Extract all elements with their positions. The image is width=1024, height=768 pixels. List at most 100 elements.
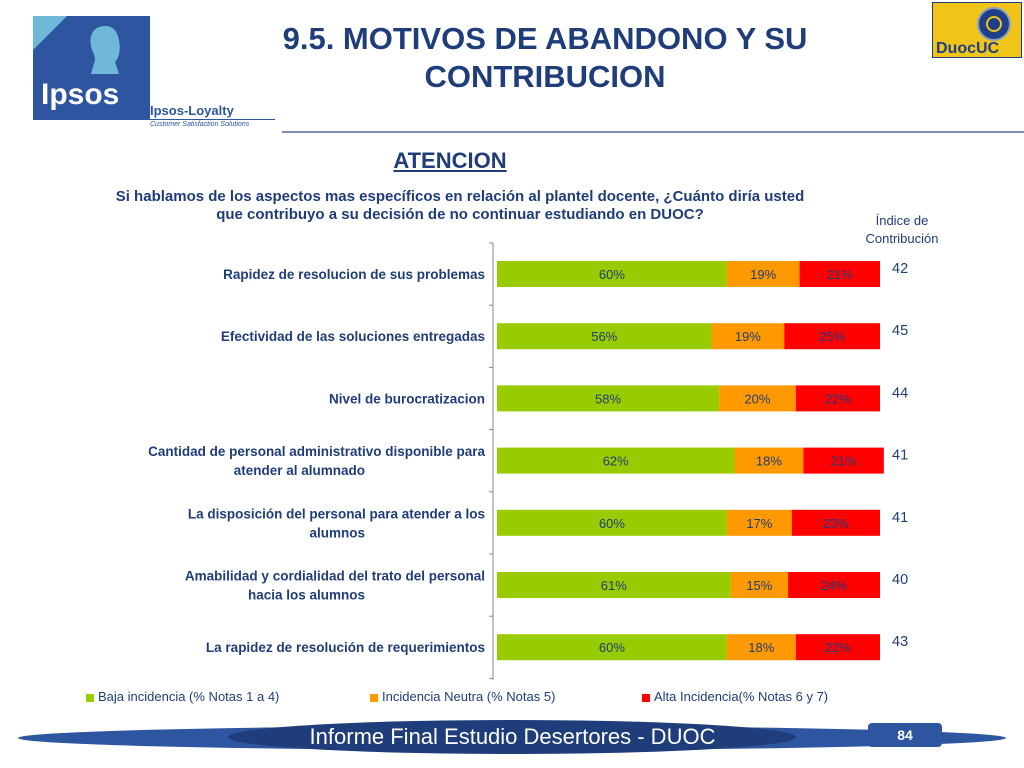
index-header: Índice de Contribución	[852, 212, 952, 248]
loyalty-name: Ipsos-Loyalty	[150, 103, 234, 118]
data-label: 22%	[825, 640, 851, 655]
contribution-index-value: 44	[892, 385, 908, 401]
bar-segment	[497, 385, 720, 412]
data-label: 19%	[735, 329, 761, 344]
category-label: Efectividad de las soluciones entregadas	[221, 329, 485, 344]
data-label: 60%	[599, 640, 625, 655]
question-line-1: Si hablamos de los aspectos mas específi…	[115, 188, 805, 205]
legend-swatch	[642, 693, 650, 702]
title-line-1: 9.5. MOTIVOS DE ABANDONO Y SU	[282, 21, 808, 56]
index-header-line-1: Índice de	[875, 213, 929, 228]
footer-pill	[228, 720, 796, 754]
duoc-logo: DuocUC	[932, 2, 1022, 58]
logo-corner	[33, 16, 67, 50]
data-label: 25%	[819, 329, 845, 344]
bar-segment	[799, 261, 880, 287]
data-label: 24%	[821, 578, 847, 593]
category-label: La disposición del personal para atender…	[188, 506, 485, 540]
bar-segment	[788, 572, 880, 598]
category-label-line: Cantidad de personal administrativo disp…	[148, 444, 485, 459]
data-label: 17%	[746, 516, 772, 531]
data-label: 61%	[601, 578, 627, 593]
bar-segment	[803, 447, 884, 474]
bar-segment	[497, 572, 731, 598]
data-label: 60%	[599, 516, 625, 531]
page-title: 9.5. MOTIVOS DE ABANDONO Y SU CONTRIBUCI…	[220, 20, 870, 96]
bar-segment	[726, 509, 792, 536]
category-label-line: Rapidez de resolucion de sus problemas	[223, 267, 485, 282]
legend-item-high: Alta Incidencia(% Notas 6 y 7)	[642, 689, 828, 704]
legend-item-neutral: Incidencia Neutra (% Notas 5)	[370, 689, 555, 704]
legend-label: Alta Incidencia(% Notas 6 y 7)	[654, 689, 829, 704]
data-label: 21%	[827, 267, 853, 282]
page-number: 84	[868, 723, 942, 747]
category-label-line: La rapidez de resolución de requerimient…	[206, 640, 485, 655]
category-label-line: Nivel de burocratizacion	[329, 391, 485, 406]
legend-swatch	[86, 693, 94, 702]
survey-question: Si hablamos de los aspectos mas específi…	[40, 188, 880, 224]
data-label: 60%	[599, 267, 625, 282]
category-label-line: alumnos	[309, 525, 365, 540]
footer-text: Informe Final Estudio Desertores - DUOC	[309, 724, 716, 749]
legend-label: Incidencia Neutra (% Notas 5)	[382, 689, 556, 704]
legend-label: Baja incidencia (% Notas 1 a 4)	[98, 689, 280, 704]
data-label: 19%	[750, 267, 776, 282]
category-label-line: hacia los alumnos	[248, 588, 365, 603]
bar-segment	[497, 261, 727, 287]
ipsos-wordmark: Ipsos	[41, 78, 120, 111]
category-label: Amabilidad y cordialidad del trato del p…	[185, 569, 485, 603]
data-label: 20%	[744, 391, 770, 406]
loyalty-logo: Ipsos-Loyalty Customer Satisfaction Solu…	[150, 104, 275, 128]
category-label-line: Efectividad de las soluciones entregadas	[221, 329, 485, 344]
data-label: 22%	[825, 391, 851, 406]
footer: Informe Final Estudio Desertores - DUOC …	[0, 716, 1024, 754]
contribution-index-value: 42	[892, 261, 908, 277]
contribution-index-value: 41	[892, 448, 908, 464]
category-label-line: La disposición del personal para atender…	[188, 506, 485, 521]
data-label: 23%	[823, 516, 849, 531]
bar-segment	[726, 261, 800, 287]
ipsos-logo: Ipsos	[33, 16, 150, 120]
shield-icon	[977, 7, 1011, 41]
bar-segment	[497, 447, 735, 474]
bar-segment	[497, 509, 727, 536]
category-label-line: atender al alumnado	[234, 463, 365, 478]
section-subtitle: ATENCION	[393, 148, 507, 173]
bar-segment	[719, 385, 796, 412]
data-label: 18%	[748, 640, 774, 655]
bar-segment	[730, 572, 789, 598]
bar-segment	[795, 385, 880, 412]
legend-swatch	[370, 693, 378, 702]
index-header-line-2: Contribución	[865, 231, 939, 246]
header-divider	[282, 131, 1024, 133]
contribution-index-value: 40	[892, 572, 908, 588]
contribution-index-value: 45	[892, 323, 908, 339]
category-label-line: Amabilidad y cordialidad del trato del p…	[185, 569, 485, 584]
data-label: 21%	[831, 454, 857, 469]
duoc-wordmark: DuocUC	[936, 40, 1000, 57]
data-label: 62%	[603, 454, 629, 469]
bar-segment	[711, 323, 785, 350]
loyalty-tagline: Customer Satisfaction Solutions	[150, 119, 275, 128]
bar-segment	[734, 447, 804, 474]
data-label: 58%	[595, 391, 621, 406]
bar-segment	[726, 634, 796, 661]
data-label: 18%	[756, 454, 782, 469]
data-label: 15%	[746, 578, 772, 593]
category-label: La rapidez de resolución de requerimient…	[206, 640, 485, 655]
bar-segment	[497, 634, 727, 661]
category-label: Rapidez de resolucion de sus problemas	[223, 267, 485, 282]
title-line-2: CONTRIBUCION	[424, 59, 666, 94]
head-silhouette-icon	[90, 26, 120, 74]
bar-segment	[791, 509, 880, 536]
question-line-2: que contribuyo a su decisión de no conti…	[216, 206, 704, 223]
contribution-index-value: 43	[892, 634, 908, 650]
legend-item-low: Baja incidencia (% Notas 1 a 4)	[86, 689, 279, 704]
category-label: Nivel de burocratizacion	[329, 391, 485, 406]
data-label: 56%	[591, 329, 617, 344]
bar-segment	[497, 323, 712, 350]
bar-segment	[784, 323, 880, 350]
category-label: Cantidad de personal administrativo disp…	[148, 444, 485, 478]
contribution-index-value: 41	[892, 510, 908, 526]
